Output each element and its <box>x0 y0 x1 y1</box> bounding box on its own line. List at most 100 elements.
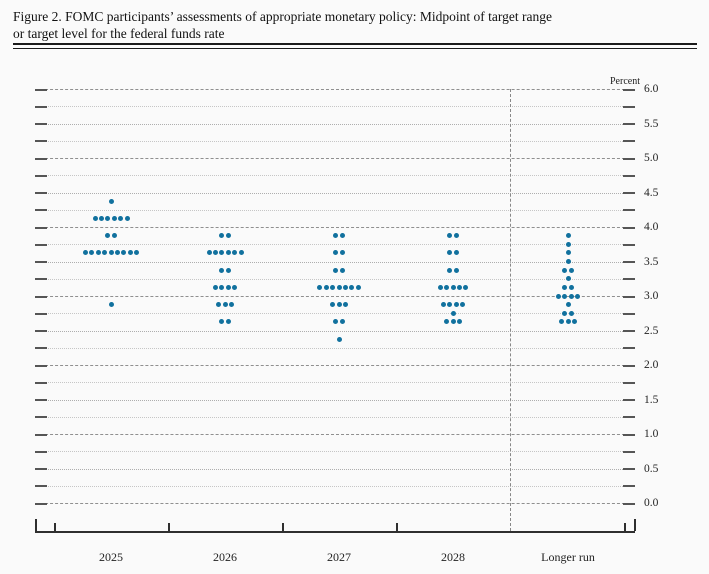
participant-dot <box>342 284 348 290</box>
y-tick-left <box>35 140 47 143</box>
participant-dot <box>447 302 453 308</box>
gridline <box>35 158 635 159</box>
participant-dot <box>212 284 218 290</box>
gridline <box>35 347 635 349</box>
y-tick-left <box>35 261 47 263</box>
participant-dot <box>333 250 339 256</box>
x-axis-label: 2027 <box>327 550 351 564</box>
y-tick-left <box>35 399 47 401</box>
participant-dot <box>225 267 231 273</box>
participant-dot <box>333 319 339 325</box>
participant-dot <box>565 250 571 256</box>
y-tick-left <box>35 209 47 212</box>
y-tick-right <box>623 450 635 453</box>
y-tick-right <box>623 330 635 332</box>
participant-dot <box>121 250 127 256</box>
y-tick-left <box>35 468 47 470</box>
participant-dot <box>562 310 568 316</box>
gridline <box>35 485 635 487</box>
y-tick-right <box>623 381 635 384</box>
y-tick-right <box>623 399 635 401</box>
title-divider-double-rule <box>13 43 697 49</box>
gridline <box>35 468 635 470</box>
participant-dot <box>111 233 117 239</box>
y-tick-right <box>623 123 635 125</box>
participant-dot <box>105 233 111 239</box>
participant-dot <box>225 250 231 256</box>
y-axis-label: 4.0 <box>644 221 659 233</box>
y-axis-label: 1.5 <box>644 393 659 406</box>
y-tick-left <box>35 157 47 160</box>
y-axis-label: 3.0 <box>644 290 659 302</box>
y-tick-right <box>623 433 635 436</box>
y-tick-left <box>35 295 47 298</box>
y-axis-label: 4.5 <box>644 186 659 199</box>
gridline <box>35 416 635 418</box>
y-tick-left <box>35 88 47 91</box>
participant-dot <box>575 293 581 299</box>
participant-dot <box>102 250 108 256</box>
gridline <box>35 434 635 435</box>
participant-dot <box>219 250 225 256</box>
participant-dot <box>349 284 355 290</box>
gridline <box>35 313 635 315</box>
x-axis-tick <box>624 523 626 531</box>
x-axis-label: 2025 <box>99 550 123 564</box>
x-axis-label: 2028 <box>441 550 465 564</box>
y-tick-left <box>35 381 47 384</box>
participant-dot <box>118 215 124 221</box>
participant-dot <box>339 250 345 256</box>
participant-dot <box>559 319 565 325</box>
participant-dot <box>568 267 574 273</box>
participant-dot <box>134 250 140 256</box>
participant-dot <box>219 284 225 290</box>
y-tick-left <box>35 433 47 436</box>
gridline <box>35 209 635 211</box>
participant-dot <box>225 319 231 325</box>
participant-dot <box>339 233 345 239</box>
gridline <box>35 261 635 263</box>
figure-title-line2: or target level for the federal funds ra… <box>13 26 225 41</box>
participant-dot <box>82 250 88 256</box>
y-axis-label: 0.5 <box>644 462 659 475</box>
participant-dot <box>108 250 114 256</box>
y-tick-left <box>35 450 47 453</box>
participant-dot <box>453 250 459 256</box>
participant-dot <box>333 233 339 239</box>
participant-dot <box>216 302 222 308</box>
y-tick-left <box>35 330 47 332</box>
participant-dot <box>105 215 111 221</box>
x-axis-tick <box>396 523 398 531</box>
participant-dot <box>568 310 574 316</box>
participant-dot <box>456 284 462 290</box>
participant-dot <box>456 319 462 325</box>
x-axis-corner-tick <box>634 519 636 531</box>
participant-dot <box>219 233 225 239</box>
y-tick-right <box>623 364 635 367</box>
y-tick-right <box>623 243 635 246</box>
gridline <box>35 244 635 246</box>
figure-title-line1: Figure 2. FOMC participants’ assessments… <box>13 9 553 24</box>
participant-dot <box>565 319 571 325</box>
participant-dot <box>565 233 571 239</box>
y-tick-right <box>623 295 635 298</box>
y-tick-right <box>623 416 635 419</box>
participant-dot <box>95 250 101 256</box>
x-axis-label: Longer run <box>541 550 595 564</box>
gridline <box>35 330 635 332</box>
y-tick-left <box>35 226 47 229</box>
y-tick-left <box>35 243 47 246</box>
y-tick-left <box>35 105 47 108</box>
y-tick-right <box>623 347 635 350</box>
participant-dot <box>562 293 568 299</box>
participant-dot <box>565 241 571 247</box>
y-axis-label: 6.0 <box>644 83 659 95</box>
participant-dot <box>447 267 453 273</box>
y-tick-left <box>35 123 47 125</box>
participant-dot <box>565 276 571 282</box>
y-tick-left <box>35 416 47 419</box>
figure-title: Figure 2. FOMC participants’ assessments… <box>13 8 693 42</box>
gridline <box>35 227 635 228</box>
participant-dot <box>98 215 104 221</box>
longer-run-separator-line <box>510 89 511 531</box>
